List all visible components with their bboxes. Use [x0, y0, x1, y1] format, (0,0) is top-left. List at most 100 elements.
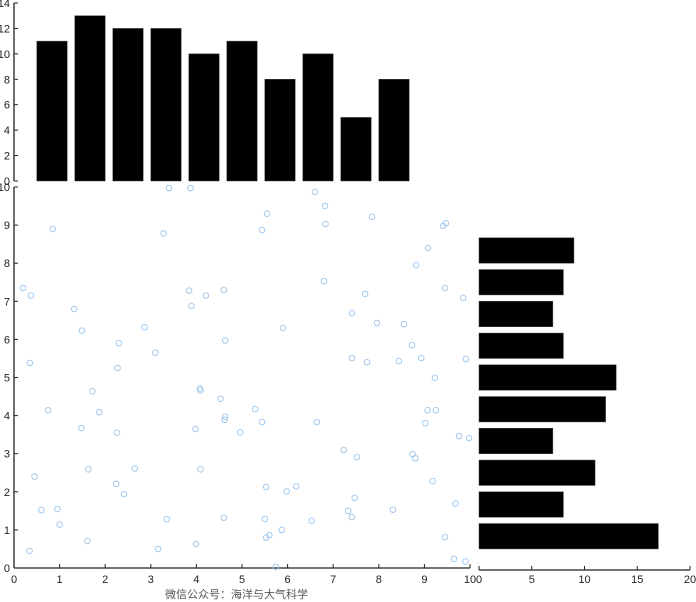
scatter-point — [152, 349, 159, 356]
scatter-point — [412, 455, 419, 462]
scatter-point — [120, 490, 128, 498]
scatter-point — [441, 533, 449, 541]
scatter-y-tick-label: 4 — [4, 411, 10, 423]
top-hist-y-tick-label: 8 — [4, 74, 10, 86]
scatter-point — [455, 432, 463, 440]
scatter-point — [395, 357, 403, 365]
scatter-point — [89, 387, 96, 395]
scatter-point — [258, 418, 266, 426]
right-hist-x-tick-label: 5 — [529, 574, 535, 586]
scatter-point — [266, 531, 273, 539]
scatter-point — [44, 407, 52, 414]
top-hist-y-tick-label: 14 — [0, 0, 10, 10]
top-hist-y-tick-label: 10 — [0, 49, 10, 61]
scatter-point — [452, 500, 459, 507]
scatter-point — [56, 521, 63, 528]
scatter-point — [462, 558, 469, 565]
scatter-point — [220, 286, 228, 294]
scatter-point — [311, 188, 319, 196]
top-hist-bar — [74, 15, 106, 182]
scatter-y-tick-label: 0 — [4, 563, 10, 575]
scatter-point — [322, 220, 329, 228]
scatter-point — [220, 514, 228, 521]
scatter-point — [308, 517, 316, 525]
scatter-point — [293, 483, 300, 490]
scatter-point — [112, 480, 120, 488]
scatter-point — [84, 537, 91, 545]
right-hist-bar — [478, 491, 564, 518]
scatter-point — [96, 408, 103, 416]
scatter-point — [188, 302, 195, 310]
right-hist-x-tick-label: 20 — [684, 574, 696, 586]
scatter-point — [368, 213, 376, 220]
scatter-y-tick-label: 2 — [4, 487, 10, 499]
scatter-point — [26, 359, 34, 367]
scatter-point — [429, 477, 436, 485]
scatter-point — [38, 506, 45, 514]
right-hist-x-tick-label: 0 — [476, 574, 482, 586]
right-hist-bar — [478, 396, 606, 423]
top-hist-bar — [112, 28, 144, 182]
scatter-x-tick-label: 1 — [57, 574, 63, 586]
scatter-point — [262, 483, 270, 491]
scatter-point — [353, 453, 361, 461]
top-hist-bar — [302, 53, 334, 182]
right-hist-bar — [478, 428, 554, 454]
scatter-point — [459, 294, 467, 302]
top-hist-bar — [378, 79, 410, 182]
scatter-y-tick-label: 7 — [4, 296, 10, 308]
watermark-text: 微信公众号：海洋与大气科学 — [165, 588, 308, 601]
scatter-point — [165, 184, 173, 192]
scatter-point — [221, 413, 229, 420]
scatter-y-tick-label: 5 — [4, 373, 10, 385]
scatter-point — [263, 210, 271, 217]
scatter-point — [217, 395, 224, 403]
scatter-point — [417, 354, 425, 362]
scatter-y-tick-label: 9 — [4, 220, 10, 232]
scatter-point — [251, 405, 259, 413]
scatter-x-tick-label: 5 — [239, 574, 245, 586]
right-hist-bar — [478, 237, 575, 264]
scatter-point — [163, 515, 171, 523]
scatter-y-tick-label: 1 — [4, 525, 10, 537]
right-hist-x-tick-label: 10 — [578, 574, 590, 586]
scatter-point — [424, 244, 432, 252]
scatter-x-tick-label: 2 — [102, 574, 108, 586]
scatter-point — [19, 284, 27, 292]
right-hist-x-tick-label: 15 — [631, 574, 643, 586]
scatter-point — [272, 563, 279, 571]
scatter-x-tick-label: 4 — [193, 574, 199, 586]
scatter-point — [348, 354, 356, 362]
scatter-point — [192, 540, 200, 548]
scatter-point — [422, 419, 429, 427]
scatter-x-tick-label: 6 — [285, 574, 291, 586]
top-hist-y-tick-label: 0 — [4, 176, 10, 188]
scatter-point — [221, 337, 229, 344]
scatter-point — [197, 387, 204, 394]
scatter-point — [344, 507, 352, 515]
scatter-y-tick-label: 3 — [4, 449, 10, 461]
scatter-point — [197, 466, 204, 473]
scatter-point — [258, 226, 266, 234]
top-hist-bar — [340, 117, 372, 182]
scatter-point — [26, 547, 33, 555]
scatter-x-tick-label: 9 — [421, 574, 427, 586]
top-hist-bar — [188, 53, 220, 182]
scatter-point — [113, 429, 121, 436]
scatter-point — [31, 473, 38, 480]
scatter-point — [442, 219, 450, 227]
top-hist-y-tick-label: 6 — [4, 100, 10, 112]
scatter-point — [450, 555, 458, 563]
right-hist-bar — [478, 523, 659, 550]
scatter-point — [348, 309, 356, 317]
scatter-point — [115, 339, 123, 347]
scatter-point — [408, 341, 416, 349]
scatter-point — [283, 488, 290, 495]
scatter-point — [320, 277, 328, 285]
right-hist-bar — [478, 364, 617, 391]
scatter-x-tick-label: 3 — [148, 574, 154, 586]
scatter-point — [313, 418, 321, 426]
scatter-point — [160, 230, 167, 237]
scatter-point — [412, 261, 420, 269]
